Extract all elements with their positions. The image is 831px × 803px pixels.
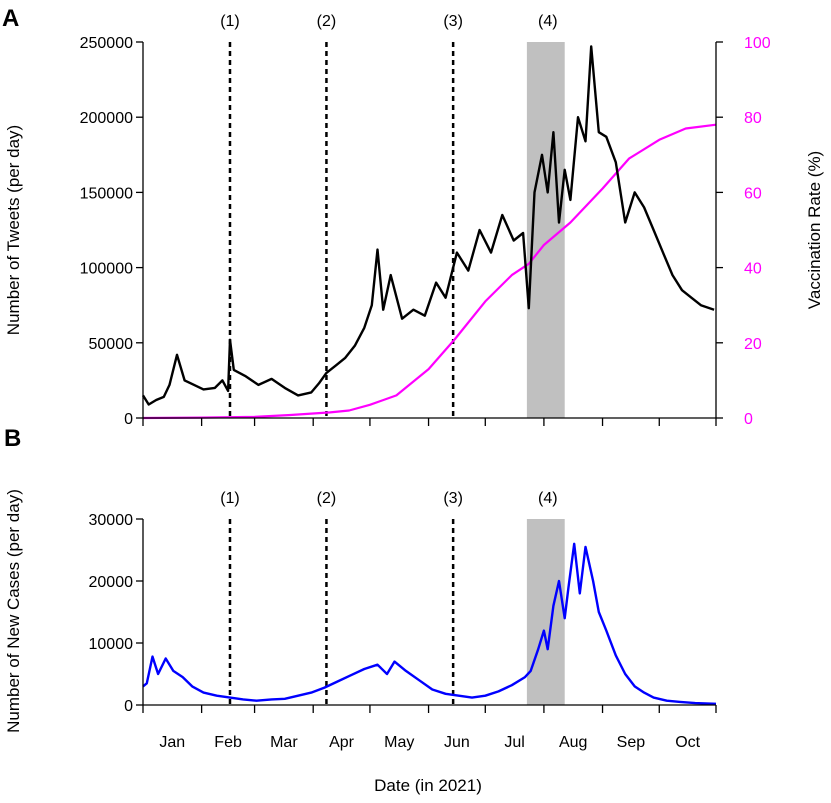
panel-a-event-labels: (1) (2) (3) (4) [220, 13, 557, 30]
month-label-mar: Mar [270, 734, 298, 751]
panel-a-event-label-2: (2) [317, 13, 337, 30]
panel-a-y-axis-label: Number of Tweets (per day) [4, 125, 23, 335]
panel-a-letter: A [2, 5, 19, 32]
month-label-sep: Sep [617, 734, 646, 751]
month-label-may: May [384, 734, 414, 751]
panel-b-shaded-period [526, 519, 565, 705]
new-cases-line [142, 542, 717, 705]
panel-a-y-tick-label-5: 250000 [80, 35, 133, 52]
panel-b-letter: B [4, 425, 21, 452]
vaccination-rate-line [142, 123, 717, 420]
panel-b-y-tick-label-1: 10000 [89, 636, 134, 653]
month-label-aug: Aug [559, 734, 587, 751]
panel-b-y-axis-label: Number of New Cases (per day) [4, 489, 23, 733]
month-label-feb: Feb [214, 734, 242, 751]
panel-b-event-label-4: (4) [538, 490, 558, 507]
panel-a-y-tick-label-0: 0 [124, 411, 133, 428]
panel-b-y-tick-label-2: 20000 [89, 574, 134, 591]
month-label-jun: Jun [444, 734, 470, 751]
panel-a-event-label-3: (3) [443, 13, 463, 30]
month-label-jan: Jan [159, 734, 185, 751]
panel-a-y2-tick-label-3: 60 [744, 185, 762, 202]
panel-b-cases-series [142, 542, 717, 705]
panel-a-y2-tick-label-2: 40 [744, 261, 762, 278]
panel-a-y2-axis-label: Vaccination Rate (%) [805, 151, 824, 309]
panel-a-y-tick-label-4: 200000 [80, 110, 133, 127]
panel-a-y-tick-label-2: 100000 [80, 261, 133, 278]
panel-b-event-lines [228, 519, 455, 705]
x-axis-title: Date (in 2021) [374, 776, 482, 795]
panel-a-y2-tick-label-0: 0 [744, 411, 753, 428]
panel-a-event-label-4: (4) [538, 13, 558, 30]
panel-b-y-tick-label-0: 0 [124, 698, 133, 715]
panel-a-vaccination-series [142, 123, 717, 420]
panel-a-axes: 0 50000 100000 150000 200000 250000 0 20 40 60 80 1… [80, 35, 771, 428]
month-label-oct: Oct [675, 734, 700, 751]
panel-a-y-tick-label-3: 150000 [80, 185, 133, 202]
x-axis-month-labels: Jan Feb Mar Apr May Jun Jul Aug Sep Oct [159, 734, 700, 751]
panel-b-event-label-1: (1) [220, 490, 240, 507]
panel-b-event-labels: (1) (2) (3) (4) [220, 490, 557, 507]
panel-a-y2-tick-label-4: 80 [744, 110, 762, 127]
panel-b-shaded-rect [526, 519, 565, 705]
tweets-line [141, 45, 715, 406]
panel-b-event-label-2: (2) [317, 490, 337, 507]
panel-a-y2-tick-label-1: 20 [744, 336, 762, 353]
panel-b-y-tick-label-3: 30000 [89, 512, 134, 529]
month-label-apr: Apr [329, 734, 355, 751]
panel-a-y2-tick-label-5: 100 [744, 35, 771, 52]
panel-b-event-label-3: (3) [443, 490, 463, 507]
panel-b-axes: 0 10000 20000 30000 [89, 512, 717, 715]
month-label-jul: Jul [504, 734, 524, 751]
panel-a-y-tick-label-1: 50000 [89, 336, 134, 353]
panel-a-tweets-series [141, 45, 715, 406]
panel-a-event-label-1: (1) [220, 13, 240, 30]
